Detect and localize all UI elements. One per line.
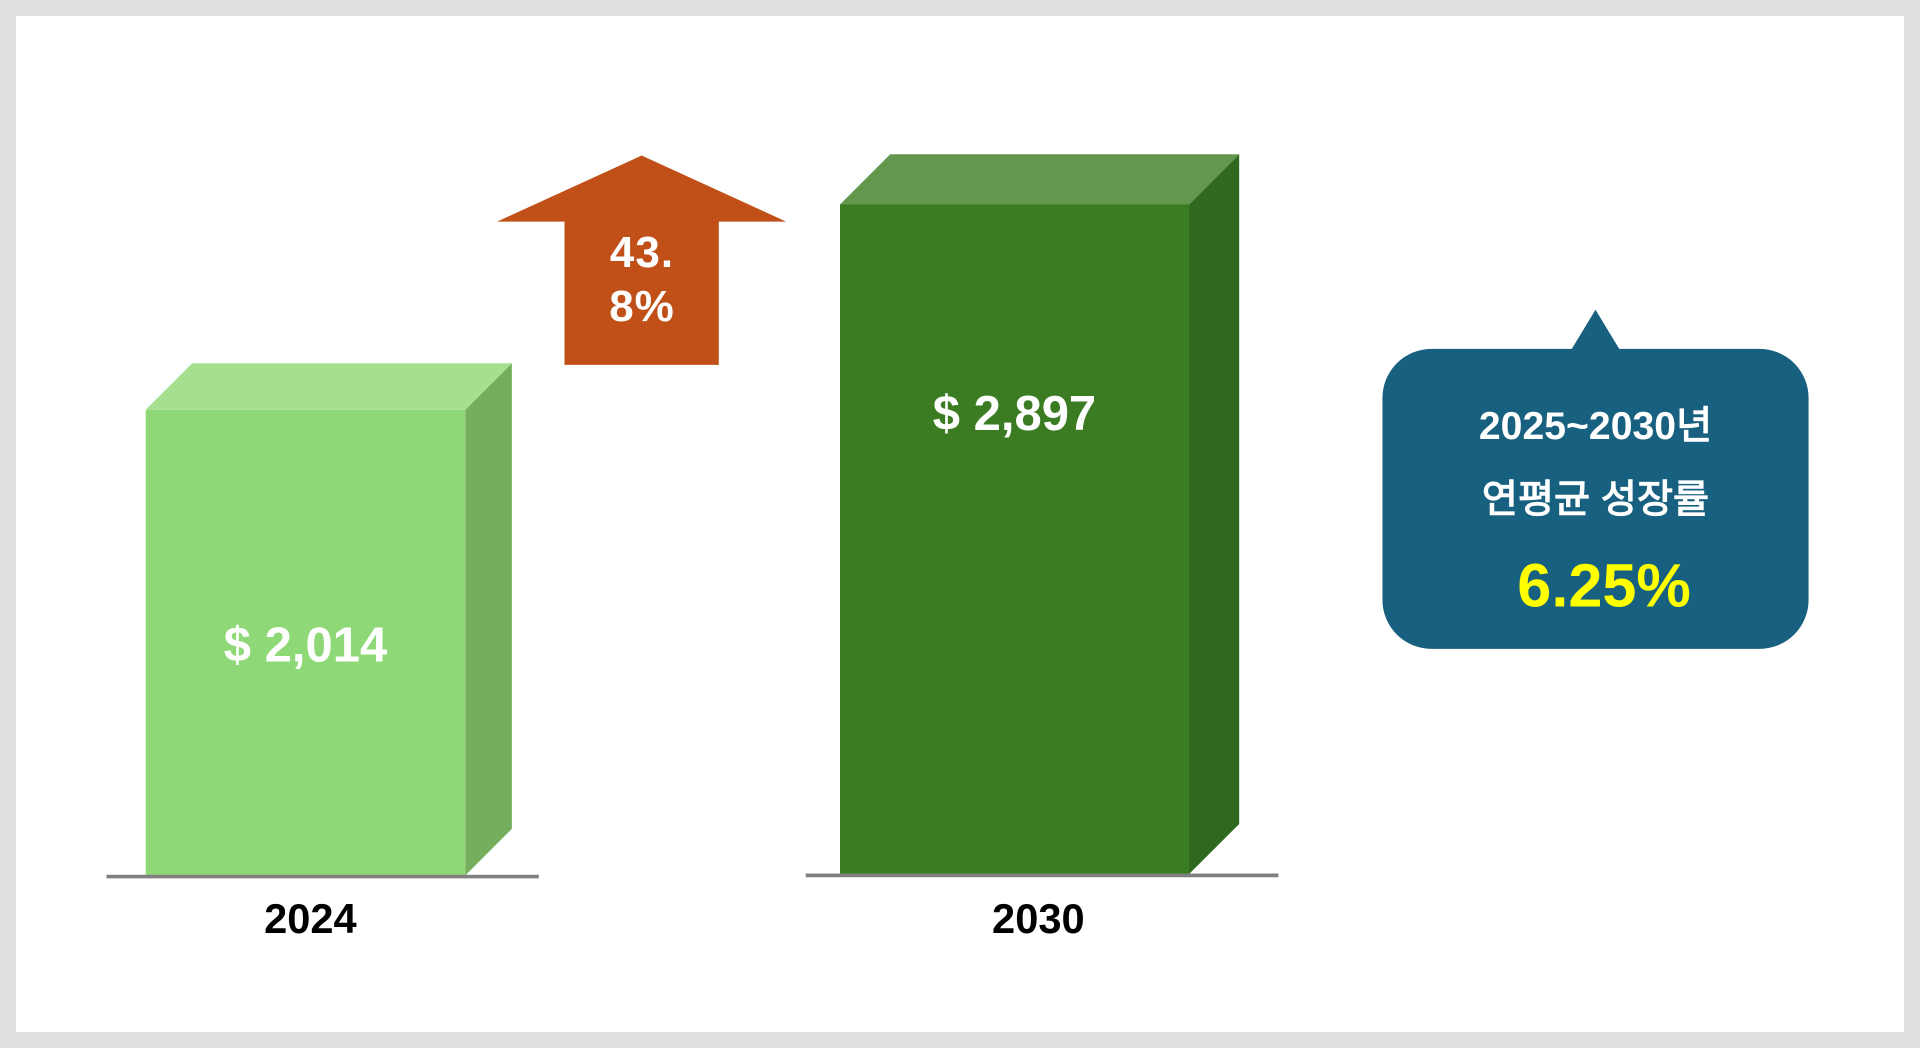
x-tick-label: 2030: [992, 895, 1085, 942]
growth-label: 43.8%: [609, 228, 675, 331]
callout-line: 연평균 성장률: [1482, 478, 1709, 521]
bar-side: [465, 363, 512, 876]
callout-pointer: [1571, 309, 1620, 351]
callout-highlight: 6.25%: [1517, 551, 1691, 619]
bar-side: [1188, 154, 1240, 875]
value-label: $ 2,014: [224, 619, 387, 673]
x-tick-label: 2024: [264, 895, 357, 942]
value-label: $ 2,897: [933, 387, 1096, 441]
bar-top: [145, 363, 512, 410]
bar: [145, 409, 466, 876]
callout-box: [1382, 348, 1809, 649]
bar: [840, 204, 1189, 875]
bar-top: [840, 154, 1240, 205]
callout-line: 2025~2030년: [1479, 405, 1712, 448]
growth-arrow: [497, 155, 787, 365]
